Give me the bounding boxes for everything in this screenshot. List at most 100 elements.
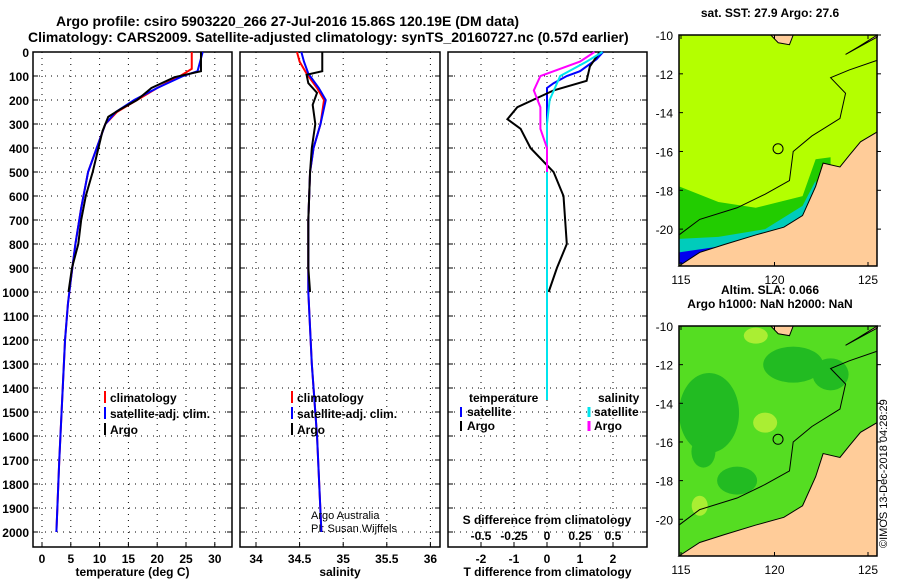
panel-temperature [32,51,233,548]
lat-tick-label: -16 [656,145,674,159]
panel-difference [447,51,648,548]
secondary-tick-label: 0 [544,529,551,543]
x-tick-label: 15 [122,552,136,566]
x-tick-label: 30 [208,552,222,566]
x-tick-label: 34 [249,552,263,566]
land-australia [677,421,878,557]
sla-low-region [763,346,824,383]
x-tick-label: 0 [39,552,46,566]
secondary-axis-label: S difference from climatology [463,513,632,527]
lat-tick-label: -12 [656,68,674,82]
x-tick-label: 0 [544,552,551,566]
x-tick-label: -1 [509,552,520,566]
secondary-tick-label: 0.25 [568,529,592,543]
secondary-tick-label: -0.25 [500,529,528,543]
map-frame [678,34,878,267]
y-tick-label: 0 [22,46,29,60]
x-tick-label: 35 [337,552,351,566]
y-tick-label: 100 [9,70,29,84]
map-title: Altim. SLA: 0.066 [721,283,819,297]
y-tick-label: 1900 [2,502,29,516]
land-australia [677,131,878,267]
sla-low-region [717,466,758,495]
map-title: sat. SST: 27.9 Argo: 27.6 [701,6,840,20]
y-tick-label: 2000 [2,526,29,540]
y-tick-label: 1300 [2,358,29,372]
argo-float-location-marker [772,143,784,155]
x-tick-label: 10 [93,552,107,566]
legend-label: Argo [467,419,495,433]
map-sla [677,325,881,557]
legend-label: satellite [467,405,512,419]
y-tick-label: 200 [9,94,29,108]
sla-low-region [812,358,849,391]
y-tick-label: 500 [9,166,29,180]
y-tick-label: 1800 [2,478,29,492]
y-tick-label: 1400 [2,382,29,396]
y-tick-label: 300 [9,118,29,132]
map-sst [677,34,881,267]
x-tick-label: 5 [67,552,74,566]
secondary-tick-label: -0.5 [471,529,492,543]
legend-label: satellite [594,405,639,419]
lon-tick-label: 120 [764,563,784,577]
legend-label: climatology [297,391,364,405]
note-text: Argo Australia [311,510,380,522]
x-tick-label: 20 [151,552,165,566]
lat-tick-label: -14 [656,107,674,121]
axes-frame [32,51,233,548]
y-tick-label: 900 [9,262,29,276]
y-tick-label: 400 [9,142,29,156]
series-line-s-argo [532,51,596,172]
legend-label: satellite-adj. clim. [297,407,397,421]
series-line-satellite-adj-clim- [300,51,327,533]
lat-tick-label: -10 [656,320,674,334]
lat-tick-label: -18 [656,184,674,198]
y-tick-label: 1100 [3,310,29,324]
x-tick-label: -2 [476,552,487,566]
credit-text: ©IMOS 13-Dec-2018 04:28:29 [878,399,890,548]
x-axis-label: salinity [319,565,361,579]
y-tick-label: 600 [9,190,29,204]
title-line-2: Climatology: CARS2009. Satellite-adjuste… [28,29,629,45]
legend-label: Argo [110,423,138,437]
series-line-argo [305,52,324,293]
sla-low-region [691,435,716,468]
x-tick-label: 35.5 [375,552,399,566]
lat-tick-label: -18 [656,475,674,489]
sla-high-region [691,495,708,516]
y-tick-label: 700 [9,214,29,228]
sla-low-region [679,372,740,453]
sla-high-region [743,327,768,344]
isobath-contour [678,59,878,236]
axes-frame [239,51,441,548]
legend-label: climatology [110,391,177,405]
lat-tick-label: -20 [656,223,674,237]
y-tick-label: 1700 [2,454,29,468]
lat-tick-label: -14 [656,397,674,411]
legend-label: Argo [594,419,622,433]
lon-tick-label: 115 [671,563,690,577]
lon-tick-label: 125 [858,563,878,577]
note-text: PI: Susan Wijffels [311,523,397,535]
lon-tick-label: 115 [671,273,690,287]
lat-tick-label: -12 [656,359,674,373]
series-line-s-satellite [546,51,603,400]
argo-float-location-marker [772,433,784,445]
legend-heading: salinity [598,391,640,405]
x-axis-label: T difference from climatology [463,565,631,579]
series-line-argo [67,52,202,293]
series-line-satellite-adj-clim- [55,51,204,533]
series-line-t-satellite [546,51,604,400]
x-axis-label: temperature (deg C) [75,565,189,579]
title-line-1: Argo profile: csiro 5903220_266 27-Jul-2… [56,13,520,29]
sla-high-region [753,412,778,433]
x-tick-label: 25 [179,552,193,566]
panel-salinity [239,51,441,548]
map-frame [678,325,878,557]
x-tick-label: 34.5 [288,552,312,566]
axes-frame [447,51,648,548]
isobath-contour [678,350,878,526]
y-tick-label: 1200 [2,334,29,348]
